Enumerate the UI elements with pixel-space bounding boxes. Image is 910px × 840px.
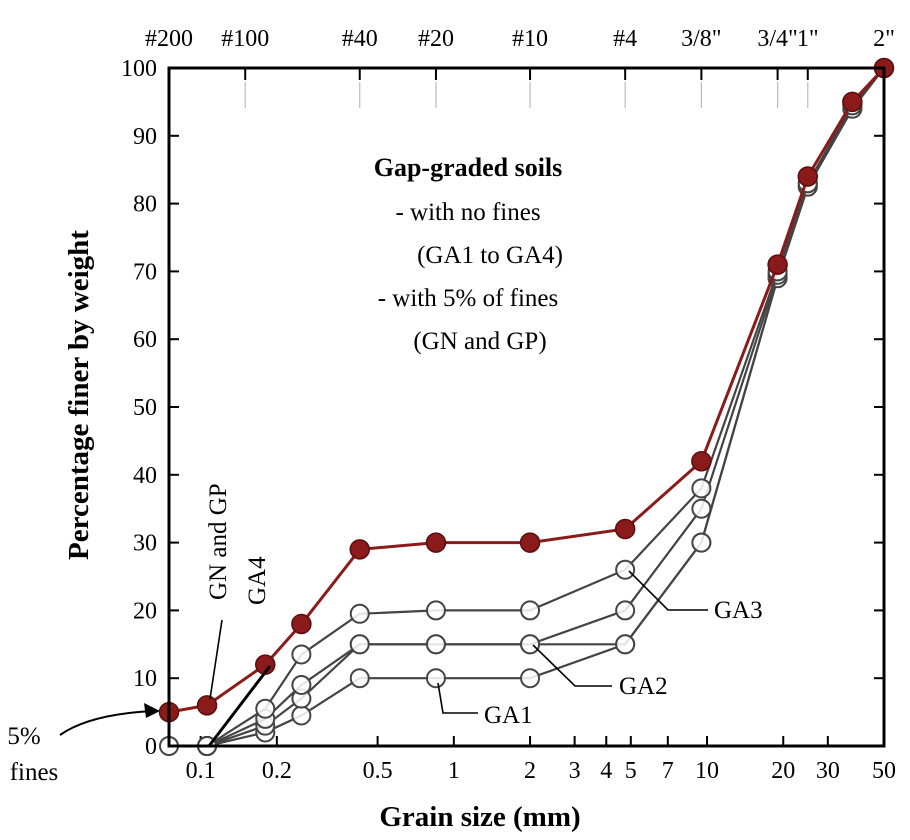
data-point-ga2 — [615, 634, 636, 655]
chart-title: Gap-graded soils — [374, 153, 563, 182]
data-point-ga4 — [425, 600, 446, 621]
x-tick-label: 20 — [771, 758, 795, 784]
data-point-gn-and-gp — [842, 91, 863, 113]
data-point-gn-and-gp — [767, 254, 788, 275]
x-tick-label: 2 — [524, 758, 536, 784]
sieve-label: 2" — [873, 26, 895, 52]
data-point-ga3 — [691, 498, 712, 519]
x-tick-label: 30 — [816, 758, 840, 784]
data-point-ga1 — [425, 668, 446, 689]
plot-frame — [167, 66, 886, 748]
x-tick-label: 3 — [569, 758, 581, 784]
sieve-tick-marks: #200 #100 #40 #20 #10 #4 3/8" 3/4" 1" 2" — [145, 26, 895, 108]
sieve-label: #100 — [221, 26, 269, 52]
x-tick-label: 5 — [625, 758, 637, 784]
fines-label-line2: fines — [10, 759, 59, 786]
data-point-ga1 — [291, 705, 312, 726]
title-line-2: (GA1 to GA4) — [417, 242, 563, 269]
title-line-4: (GN and GP) — [413, 328, 546, 355]
data-point-gn-and-gp — [291, 613, 312, 635]
y-tick-label: 20 — [133, 598, 157, 624]
axis-ticks: 0 10 20 30 40 50 60 70 80 90 100 0.1 0.2 0.5 1 2 3 4 5 7 10 2… — [121, 56, 896, 784]
sieve-label: #4 — [613, 26, 637, 52]
data-point-ga4 — [615, 559, 636, 580]
ga4-label: GA4 — [244, 556, 271, 605]
ga1-label: GA1 — [484, 702, 533, 729]
data-point-ga3 — [349, 634, 370, 655]
x-tick-label: 50 — [872, 758, 896, 784]
sieve-label: #20 — [418, 26, 454, 52]
data-point-gn-and-gp — [691, 450, 712, 472]
ga4-leader — [207, 665, 272, 747]
data-point-ga3 — [615, 600, 636, 621]
data-point-ga1 — [349, 668, 370, 689]
data-point-gn-and-gp — [519, 532, 541, 553]
data-point-ga3 — [291, 674, 312, 695]
gn-gp-leader — [209, 619, 223, 700]
y-tick-label: 30 — [133, 531, 157, 557]
y-tick-label: 90 — [133, 124, 157, 150]
y-tick-label: 0 — [145, 734, 157, 760]
sieve-label: 3/4" — [757, 26, 797, 52]
x-axis-title: Grain size (mm) — [379, 801, 580, 833]
y-tick-label: 10 — [133, 666, 157, 692]
sieve-label: #40 — [342, 26, 378, 52]
x-tick-label: 0.1 — [186, 758, 216, 784]
x-tick-label: 0.5 — [363, 758, 393, 784]
ga2-leader — [532, 644, 612, 687]
x-tick-label: 10 — [695, 758, 719, 784]
x-tick-label: 4 — [600, 758, 612, 784]
data-point-ga4 — [291, 644, 312, 665]
data-point-ga4 — [520, 600, 541, 621]
data-point-gn-and-gp — [425, 532, 447, 553]
fines-arrow — [59, 710, 155, 736]
y-tick-label: 100 — [121, 56, 157, 82]
title-line-3: - with 5% of fines — [378, 285, 559, 312]
y-axis-title: Percentage finer by weight — [63, 230, 95, 560]
fines-label-line1: 5% — [7, 723, 40, 750]
data-point-ga4 — [349, 603, 370, 624]
y-tick-label: 60 — [133, 327, 157, 353]
x-tick-label: 0.2 — [262, 758, 292, 784]
data-point-ga1 — [520, 668, 541, 689]
series-group — [158, 57, 895, 756]
data-point-ga2 — [691, 532, 712, 553]
x-tick-label: 7 — [662, 758, 674, 784]
sieve-label: #200 — [145, 26, 193, 52]
data-point-gn-and-gp — [797, 166, 819, 187]
data-point-ga3 — [425, 634, 446, 655]
sieve-label: #10 — [512, 26, 548, 52]
ga3-leader — [628, 570, 708, 611]
data-point-gn-and-gp — [196, 695, 218, 716]
fines-arrowhead — [144, 703, 160, 718]
ga2-label: GA2 — [619, 673, 668, 700]
y-tick-label: 80 — [133, 192, 157, 218]
data-point-ga4 — [691, 478, 712, 499]
sieve-label: 1" — [797, 26, 819, 52]
y-tick-label: 40 — [133, 463, 157, 489]
x-tick-label: 1 — [448, 758, 460, 784]
data-point-ga3 — [520, 634, 541, 655]
ga3-label: GA3 — [714, 597, 763, 624]
title-line-1: - with no fines — [395, 199, 540, 226]
data-point-ga4 — [255, 698, 276, 719]
y-tick-label: 70 — [133, 259, 157, 285]
gn-gp-label: GN and GP — [205, 483, 232, 600]
data-point-gn-and-gp — [614, 518, 636, 540]
data-point-gn-and-gp — [349, 539, 370, 560]
y-tick-label: 50 — [133, 395, 157, 421]
sieve-label: 3/8" — [681, 26, 721, 52]
ga1-leader — [437, 682, 478, 714]
